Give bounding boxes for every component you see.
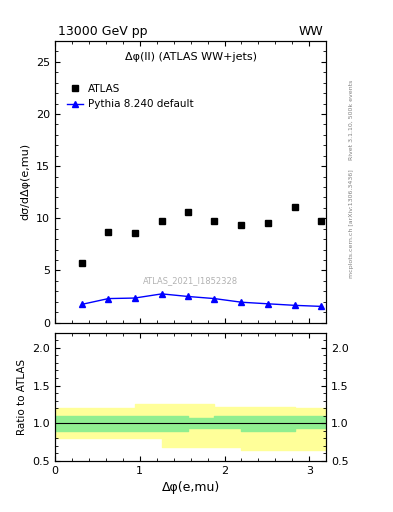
Line: Pythia 8.240 default: Pythia 8.240 default — [79, 291, 324, 309]
Text: 13000 GeV pp: 13000 GeV pp — [58, 25, 147, 38]
Legend: ATLAS, Pythia 8.240 default: ATLAS, Pythia 8.240 default — [63, 80, 198, 114]
Y-axis label: dσ/dΔφ(e,mu): dσ/dΔφ(e,mu) — [20, 143, 31, 220]
Line: ATLAS: ATLAS — [79, 203, 325, 267]
ATLAS — [80, 260, 84, 266]
Text: Rivet 3.1.10, 500k events: Rivet 3.1.10, 500k events — [349, 80, 354, 160]
ATLAS — [319, 218, 323, 224]
X-axis label: Δφ(e,mu): Δφ(e,mu) — [162, 481, 220, 494]
ATLAS — [265, 220, 270, 226]
ATLAS — [132, 230, 137, 236]
ATLAS — [160, 218, 164, 224]
Text: mcplots.cern.ch [arXiv:1306.3436]: mcplots.cern.ch [arXiv:1306.3436] — [349, 169, 354, 279]
ATLAS — [106, 229, 111, 235]
Pythia 8.240 default — [80, 301, 84, 307]
Pythia 8.240 default — [292, 302, 297, 308]
Pythia 8.240 default — [106, 295, 111, 302]
Pythia 8.240 default — [319, 303, 323, 309]
ATLAS — [186, 209, 191, 215]
Text: WW: WW — [299, 25, 323, 38]
Pythia 8.240 default — [132, 295, 137, 301]
Text: ATLAS_2021_I1852328: ATLAS_2021_I1852328 — [143, 276, 238, 285]
Pythia 8.240 default — [212, 295, 217, 302]
Pythia 8.240 default — [160, 291, 164, 297]
Pythia 8.240 default — [265, 301, 270, 307]
ATLAS — [292, 204, 297, 210]
ATLAS — [212, 218, 217, 224]
ATLAS — [239, 222, 244, 228]
Pythia 8.240 default — [186, 293, 191, 300]
Y-axis label: Ratio to ATLAS: Ratio to ATLAS — [17, 359, 27, 435]
Pythia 8.240 default — [239, 299, 244, 305]
Text: Δφ(ll) (ATLAS WW+jets): Δφ(ll) (ATLAS WW+jets) — [125, 52, 257, 62]
